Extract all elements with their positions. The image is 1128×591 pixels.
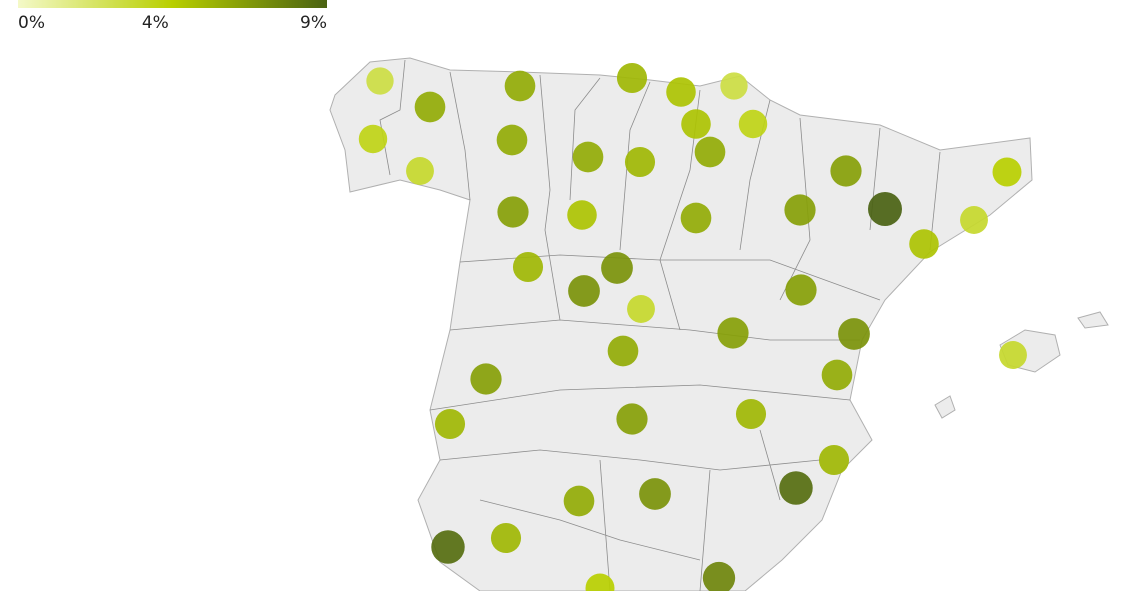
point <box>607 335 639 367</box>
point <box>434 408 466 440</box>
point <box>470 363 502 395</box>
point <box>512 251 544 283</box>
point <box>960 206 988 234</box>
point <box>414 91 446 123</box>
point <box>504 70 536 102</box>
point <box>496 124 528 156</box>
point <box>681 109 711 139</box>
point <box>702 561 736 591</box>
province-borders <box>379 59 941 591</box>
point <box>838 318 870 350</box>
point <box>779 471 813 505</box>
points <box>358 62 1027 591</box>
point <box>568 275 600 307</box>
legend: 0% 4% 9% <box>18 0 327 33</box>
legend-tick-label: 0% <box>18 13 45 33</box>
point <box>358 124 388 154</box>
legend-bar <box>18 0 327 8</box>
point <box>567 200 597 230</box>
point <box>738 109 768 139</box>
point <box>785 274 817 306</box>
point <box>992 157 1022 187</box>
legend-tick-label: 9% <box>300 13 327 33</box>
point <box>497 196 529 228</box>
point <box>666 77 696 107</box>
point <box>624 146 656 178</box>
point <box>694 136 726 168</box>
point <box>720 72 748 100</box>
point <box>717 317 749 349</box>
point <box>639 478 671 510</box>
point <box>821 359 853 391</box>
point <box>601 252 633 284</box>
point <box>830 155 862 187</box>
point <box>627 295 655 323</box>
spain <box>329 57 1109 591</box>
menorca <box>1077 311 1109 329</box>
point <box>868 192 902 226</box>
point <box>563 485 595 517</box>
point <box>909 229 939 259</box>
point <box>680 202 712 234</box>
point <box>406 157 434 185</box>
point <box>735 398 767 430</box>
point <box>616 62 648 94</box>
point <box>572 141 604 173</box>
point <box>585 573 615 591</box>
point <box>616 403 648 435</box>
ibiza <box>934 395 956 419</box>
point <box>784 194 816 226</box>
point <box>431 530 465 564</box>
point <box>818 444 850 476</box>
legend-tick-label: 4% <box>142 13 169 33</box>
point <box>490 522 522 554</box>
mainland <box>329 57 1033 591</box>
point <box>999 341 1027 369</box>
point <box>366 67 394 95</box>
